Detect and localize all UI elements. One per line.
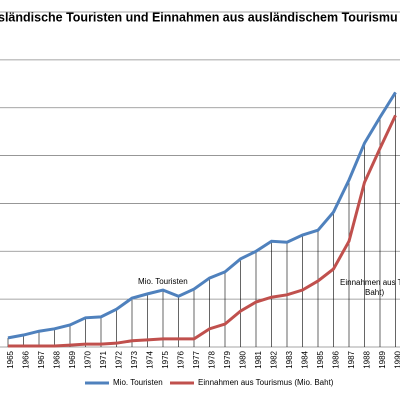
x-tick-label: 1978 bbox=[208, 350, 217, 368]
annotation: Mio. Touristen bbox=[138, 277, 188, 286]
x-tick-label: 1990 bbox=[394, 350, 400, 368]
x-tick-label: 1969 bbox=[68, 350, 77, 368]
x-tick-label: 1967 bbox=[37, 350, 46, 368]
series-line bbox=[8, 114, 397, 348]
chart-title: sländische Touristen und Einnahmen aus a… bbox=[0, 10, 398, 24]
legend-label: Mio. Touristen bbox=[113, 378, 163, 387]
annotation: Einnahmen aus Touris bbox=[340, 278, 400, 287]
x-tick-label: 1979 bbox=[223, 350, 232, 368]
annotation: Baht) bbox=[365, 288, 384, 297]
x-tick-label: 1980 bbox=[239, 350, 248, 368]
x-tick-label: 1973 bbox=[130, 350, 139, 368]
x-tick-label: 1989 bbox=[378, 350, 387, 368]
x-tick-label: 1976 bbox=[177, 350, 186, 368]
x-tick-label: 1981 bbox=[254, 350, 263, 368]
series-line bbox=[7, 91, 397, 340]
legend-label: Einnahmen aus Tourismus (Mio. Baht) bbox=[198, 378, 334, 387]
x-tick-label: 1975 bbox=[161, 350, 170, 368]
x-tick-label: 1984 bbox=[301, 350, 310, 368]
x-tick-label: 1983 bbox=[285, 350, 294, 368]
x-tick-label: 1987 bbox=[347, 350, 356, 368]
x-tick-label: 1970 bbox=[84, 350, 93, 368]
x-tick-label: 1974 bbox=[146, 350, 155, 368]
x-tick-label: 1986 bbox=[332, 350, 341, 368]
x-tick-label: 1971 bbox=[99, 350, 108, 368]
x-tick-label: 1968 bbox=[53, 350, 62, 368]
x-tick-label: 1977 bbox=[192, 350, 201, 368]
x-tick-label: 1965 bbox=[6, 350, 15, 368]
x-tick-label: 1966 bbox=[22, 350, 31, 368]
x-tick-label: 1988 bbox=[363, 350, 372, 368]
x-tick-label: 1972 bbox=[115, 350, 124, 368]
x-tick-label: 1982 bbox=[270, 350, 279, 368]
x-tick-label: 1985 bbox=[316, 350, 325, 368]
